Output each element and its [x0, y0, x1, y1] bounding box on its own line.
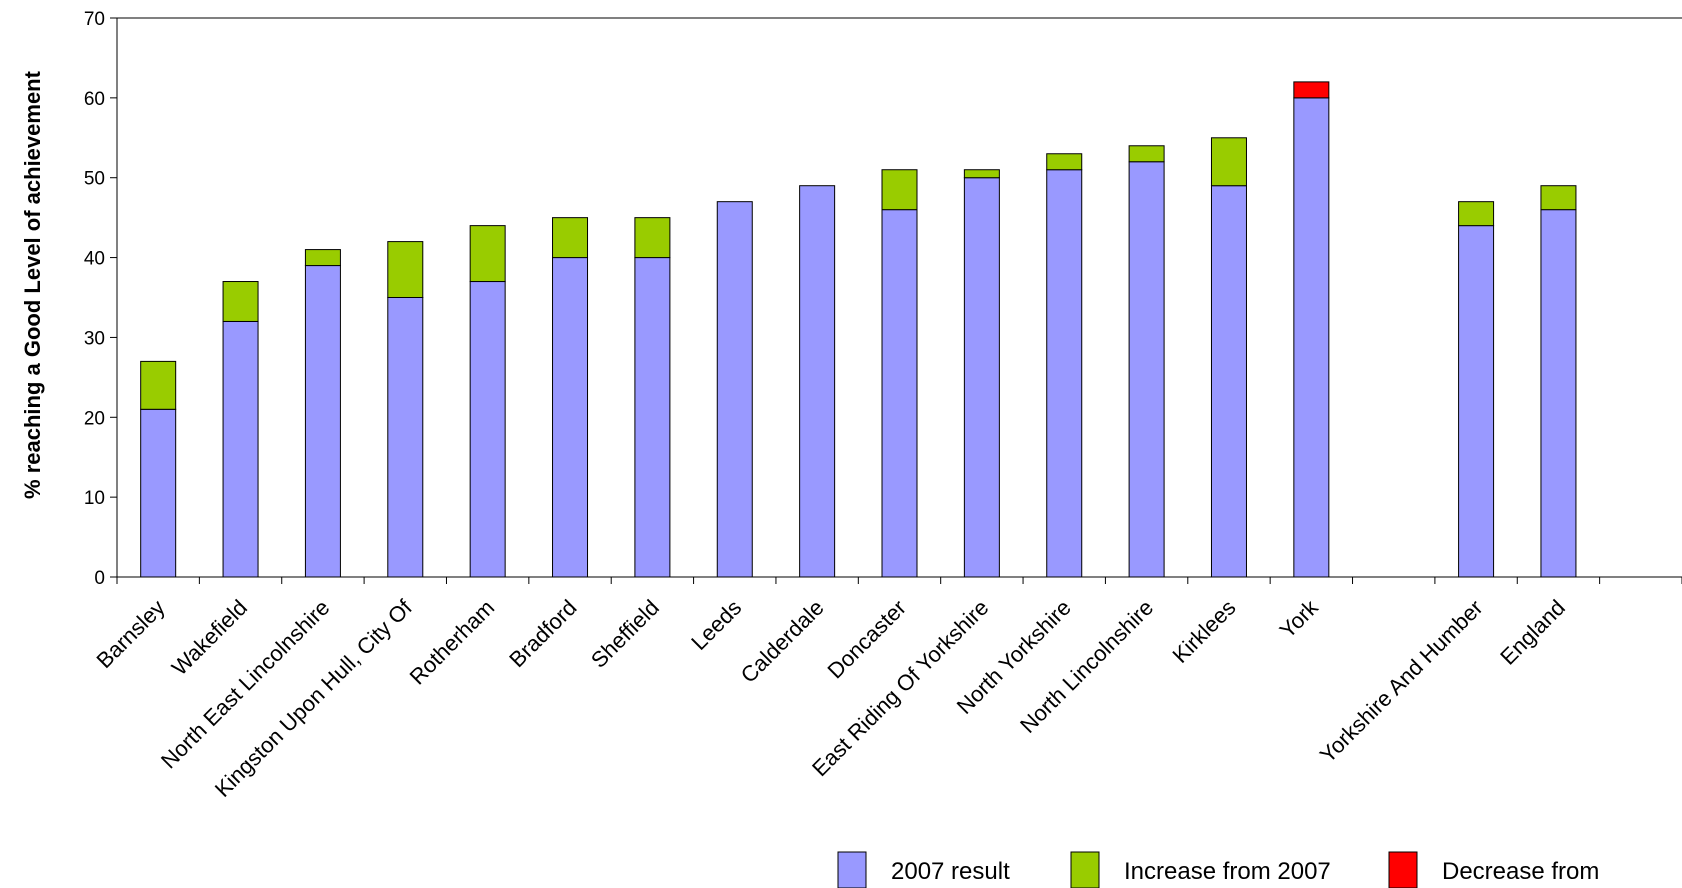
legend: 2007 result Increase from 2007 Decrease fr… — [837, 851, 1599, 888]
bar-base-yorkshire-and-humber — [1458, 225, 1495, 578]
y-tick-label: 30 — [84, 328, 105, 349]
x-tick-label: Wakefield — [167, 595, 252, 680]
x-tick-label: Calderdale — [736, 595, 829, 688]
y-tick-label: 70 — [84, 9, 105, 30]
bar-base-york — [1293, 97, 1330, 578]
x-tick-label: Sheffield — [586, 595, 664, 673]
legend-label-base: 2007 result — [891, 858, 1010, 885]
y-axis-title: % reaching a Good Level of achievement — [20, 70, 45, 499]
x-tick-label: Yorkshire And Humber — [1315, 595, 1488, 768]
bar-base-north-yorkshire — [1046, 169, 1083, 578]
x-tick-label: York — [1275, 594, 1324, 643]
bar-increase-yorkshire-and-humber — [1458, 201, 1495, 227]
bar-increase-barnsley — [140, 360, 177, 410]
bar-base-sheffield — [634, 257, 671, 578]
bar-increase-rotherham — [469, 225, 506, 283]
bar-increase-north-east-lincolnshire — [304, 249, 341, 267]
bar-increase-sheffield — [634, 217, 671, 259]
x-tick-label: Barnsley — [92, 595, 170, 673]
bar-base-leeds — [716, 201, 753, 578]
bar-increase-bradford — [552, 217, 589, 259]
y-tick-label: 40 — [84, 249, 105, 270]
bar-increase-north-lincolnshire — [1128, 145, 1165, 163]
bar-base-barnsley — [140, 408, 177, 578]
x-tick-label: Rotherham — [405, 595, 500, 690]
x-tick-label: Doncaster — [822, 595, 911, 684]
bar-base-rotherham — [469, 281, 506, 578]
bar-base-wakefield — [222, 320, 259, 578]
bar-increase-kingston-upon-hull-city-of — [387, 241, 424, 299]
x-tick-label: North East Lincolnshire — [156, 595, 335, 774]
y-tick-label: 60 — [84, 89, 105, 110]
bar-base-england — [1540, 209, 1577, 578]
x-tick-label: England — [1495, 595, 1570, 670]
bar-base-doncaster — [881, 209, 918, 578]
bar-base-kingston-upon-hull-city-of — [387, 297, 424, 578]
y-tick-label: 10 — [84, 488, 105, 509]
x-tick-label: Bradford — [504, 595, 581, 672]
y-tick-label: 20 — [84, 408, 105, 429]
bar-decrease-york — [1293, 81, 1330, 99]
bar-base-north-lincolnshire — [1128, 161, 1165, 578]
legend-label-decrease: Decrease from — [1442, 858, 1599, 885]
bar-increase-doncaster — [881, 169, 918, 211]
legend-swatch-decrease — [1388, 851, 1418, 888]
y-axis: 0 10 20 30 40 50 60 70 — [84, 9, 118, 589]
legend-swatch-increase — [1070, 851, 1100, 888]
bar-increase-east-riding-of-yorkshire — [963, 169, 1000, 179]
bar-increase-wakefield — [222, 281, 259, 322]
y-tick-label: 0 — [94, 568, 105, 589]
bar-increase-england — [1540, 185, 1577, 211]
bar-base-east-riding-of-yorkshire — [963, 177, 1000, 578]
legend-swatch-base — [837, 851, 867, 888]
bar-increase-kirklees — [1210, 137, 1247, 187]
bar-base-bradford — [552, 257, 589, 578]
legend-label-increase: Increase from 2007 — [1124, 858, 1331, 885]
bar-base-calderdale — [799, 185, 836, 578]
x-tick-label: Leeds — [686, 595, 746, 655]
bar-base-north-east-lincolnshire — [304, 265, 341, 578]
bar-base-kirklees — [1210, 185, 1247, 578]
bar-increase-north-yorkshire — [1046, 153, 1083, 171]
y-axis-title-group: % reaching a Good Level of achievement — [20, 70, 45, 499]
x-tick-label: Kirklees — [1168, 595, 1241, 668]
bars — [140, 81, 1577, 578]
y-tick-label: 50 — [84, 169, 105, 190]
